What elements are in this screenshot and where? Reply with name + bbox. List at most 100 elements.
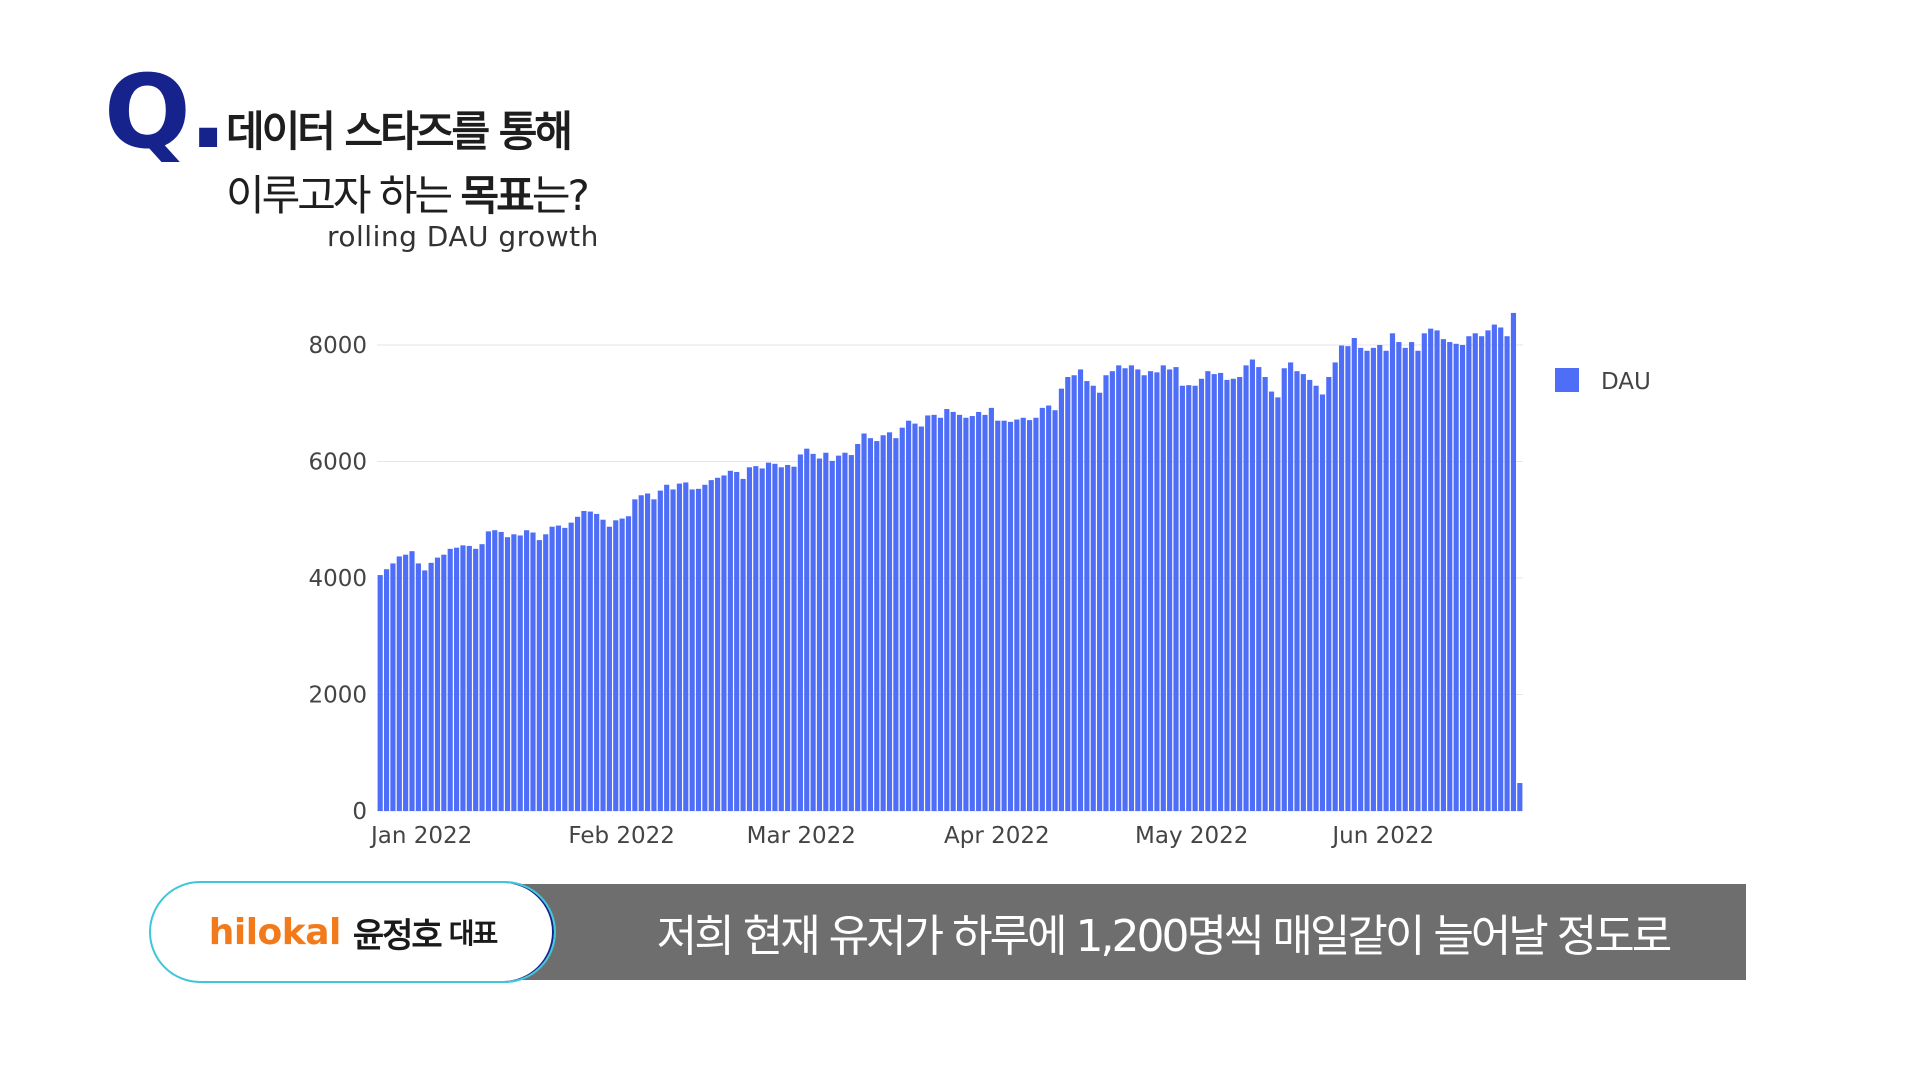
x-tick-label: Jan 2022 [369, 823, 472, 849]
dau-bar [708, 480, 714, 811]
dau-bar [1033, 417, 1039, 811]
dau-bar [880, 435, 886, 811]
dau-bar [1294, 371, 1300, 811]
dau-bar [995, 420, 1001, 811]
dau-bar [409, 551, 415, 811]
dau-bar [823, 452, 829, 811]
dau-bar [504, 537, 511, 811]
dau-bar [632, 499, 638, 811]
dau-bar [1237, 376, 1243, 811]
dau-bar [1409, 342, 1415, 811]
dau-bar [785, 464, 791, 811]
dau-bar [1447, 342, 1453, 811]
dau-bar [778, 467, 784, 811]
dau-bar [1198, 378, 1205, 811]
dau-bar [1007, 421, 1014, 811]
dau-bar [721, 475, 727, 811]
dau-bar [1014, 419, 1020, 811]
dau-bar [1211, 374, 1217, 811]
dau-bar [1358, 347, 1364, 811]
dau-bar [1421, 333, 1427, 811]
dau-bar [1058, 388, 1064, 811]
dau-bar [1383, 350, 1389, 811]
dau-bar [906, 420, 912, 811]
x-tick-label: May 2022 [1135, 823, 1248, 849]
dau-bar [1027, 420, 1033, 811]
y-tick-label: 4000 [308, 566, 367, 592]
dau-bar [1097, 392, 1103, 811]
dau-bar [1141, 375, 1147, 811]
dau-bar [1186, 385, 1192, 811]
dau-bar [1084, 381, 1090, 811]
dau-bar [1351, 337, 1357, 811]
dau-bar [950, 411, 956, 811]
dau-bar [1364, 350, 1370, 811]
dau-bar [937, 417, 944, 811]
dau-bar [1510, 312, 1517, 811]
caption-text: 저희 현재 유저가 하루에 1,200명씩 매일같이 늘어날 정도로 [656, 911, 1672, 962]
dau-bar [848, 455, 854, 811]
dau-bar [613, 520, 619, 811]
dau-bar [963, 417, 969, 811]
dau-bar [1268, 391, 1275, 811]
dau-bar [594, 513, 600, 811]
dau-bar [772, 463, 778, 811]
dau-bar [1249, 359, 1255, 811]
dau-bar [867, 438, 873, 811]
dau-bar [1090, 385, 1096, 811]
x-tick-label: Apr 2022 [944, 823, 1050, 849]
dau-bar [1326, 376, 1332, 811]
dau-bar [581, 510, 587, 811]
dau-bar [428, 562, 434, 811]
dau-bar [1345, 346, 1351, 811]
dau-bar [1428, 328, 1434, 811]
dau-bar [1338, 345, 1345, 811]
dau-bar [1230, 378, 1236, 811]
dau-bar [727, 470, 733, 811]
dau-bar [816, 458, 823, 811]
dau-bar [855, 443, 861, 811]
dau-bar [1313, 385, 1319, 811]
dau-bar [836, 455, 842, 811]
dau-bar [511, 534, 517, 811]
dau-bar [1498, 327, 1504, 811]
dau-bar [1179, 385, 1185, 811]
dau-bar [1453, 343, 1459, 811]
dau-bar [574, 516, 581, 811]
dau-bar [1396, 342, 1402, 811]
dau-bar [912, 423, 918, 811]
dau-bar [893, 438, 899, 811]
dau-bar [454, 547, 460, 811]
dau-bar [1504, 336, 1510, 811]
dau-bar [1167, 369, 1173, 811]
dau-bar [829, 460, 835, 811]
dau-bar [1307, 379, 1313, 811]
dau-bar [765, 462, 772, 811]
dau-bar [1109, 371, 1115, 811]
dau-bar [1275, 397, 1281, 811]
dau-bar [600, 519, 606, 811]
dau-bar [734, 471, 740, 811]
dau-bar [606, 526, 612, 811]
y-tick-label: 6000 [308, 449, 367, 475]
dau-bar [651, 499, 657, 811]
question-line-2: 이루고자 하는 목표는? [226, 162, 590, 223]
dau-bar [1440, 339, 1446, 811]
dau-bar [555, 525, 562, 811]
dau-bar [689, 489, 695, 811]
dau-bar [715, 477, 721, 811]
dau-bar [1128, 365, 1135, 811]
dau-bar [1459, 344, 1466, 811]
dau-bar [645, 493, 651, 811]
speaker-name-pill: hilokal 윤정호 대표 [149, 881, 556, 983]
dau-bar [1154, 372, 1160, 811]
dau-bar [791, 466, 797, 811]
dau-bar [1243, 365, 1249, 811]
question-line-2-prefix: 이루고자 하는 [226, 171, 461, 220]
dau-bar [383, 569, 390, 811]
dau-bar [1370, 347, 1376, 811]
dau-bar [1479, 336, 1485, 811]
dau-bar [976, 411, 982, 811]
dau-bar [1135, 369, 1141, 811]
dau-bar [746, 467, 753, 811]
